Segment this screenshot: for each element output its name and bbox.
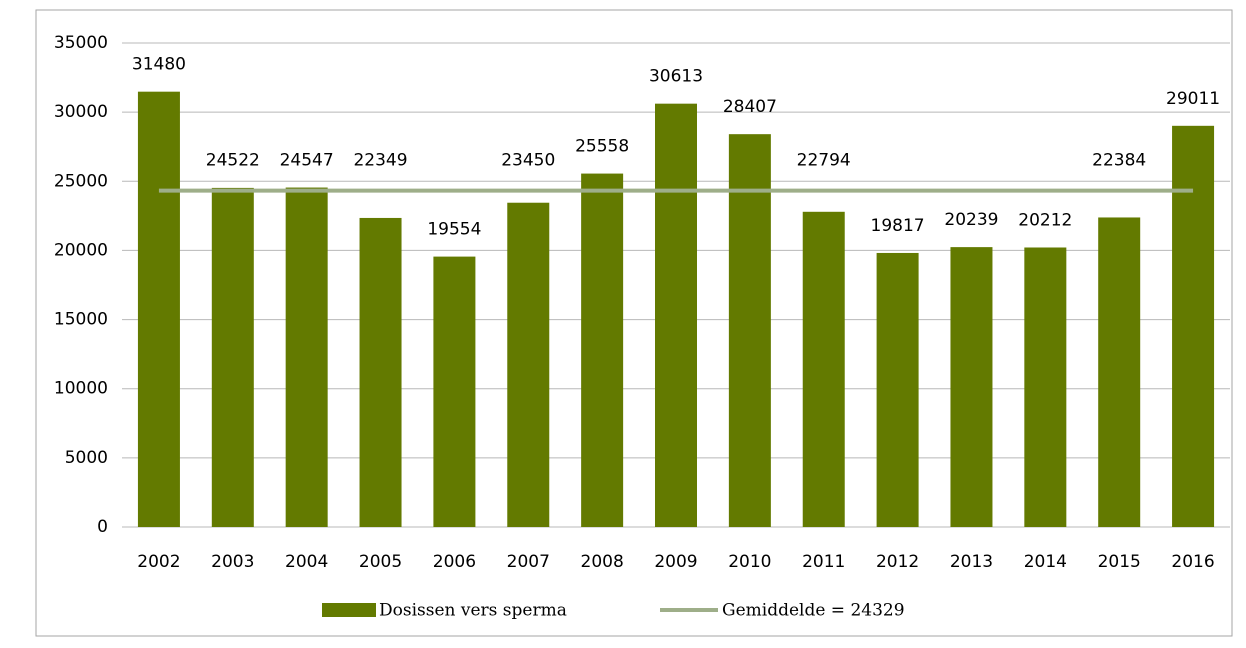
- value-label: 22349: [353, 151, 407, 171]
- x-tick-label: 2002: [137, 552, 180, 572]
- bar: [655, 103, 697, 527]
- x-tick-label: 2007: [507, 552, 550, 572]
- bar: [211, 187, 254, 528]
- value-label: 20239: [944, 210, 998, 230]
- value-label: 25558: [575, 137, 629, 157]
- x-tick-label: 2004: [285, 552, 328, 572]
- y-tick-label: 30000: [54, 102, 108, 122]
- value-label: 28407: [723, 97, 777, 117]
- bar: [285, 187, 328, 528]
- y-tick-label: 5000: [65, 448, 108, 468]
- value-label: 19817: [871, 216, 925, 236]
- x-tick-label: 2009: [654, 552, 697, 572]
- bar: [137, 91, 180, 527]
- bar: [1098, 217, 1141, 528]
- x-tick-label: 2006: [433, 552, 476, 572]
- y-tick-label: 35000: [54, 33, 108, 53]
- y-tick-label: 10000: [54, 379, 108, 399]
- x-tick-label: 2005: [359, 552, 402, 572]
- x-tick-label: 2015: [1098, 552, 1141, 572]
- x-tick-label: 2014: [1024, 552, 1067, 572]
- bar: [1024, 247, 1067, 527]
- bar: [507, 202, 550, 527]
- bar: [433, 256, 476, 527]
- value-label: 29011: [1166, 89, 1220, 109]
- value-label: 30613: [649, 67, 703, 87]
- bar: [950, 247, 993, 528]
- value-label: 19554: [427, 220, 481, 240]
- value-label: 22794: [797, 151, 851, 171]
- bar: [1172, 125, 1215, 528]
- x-tick-label: 2011: [802, 552, 845, 572]
- x-tick-label: 2008: [581, 552, 624, 572]
- bar: [802, 211, 845, 527]
- y-tick-label: 20000: [54, 240, 108, 260]
- legend-swatch: [322, 603, 376, 617]
- legend-label: Gemiddelde = 24329: [722, 601, 905, 621]
- value-label: 24522: [206, 151, 260, 171]
- value-label: 23450: [501, 151, 555, 171]
- x-tick-label: 2012: [876, 552, 919, 572]
- legend-label: Dosissen vers sperma: [379, 601, 567, 621]
- x-tick-label: 2010: [728, 552, 771, 572]
- x-tick-label: 2013: [950, 552, 993, 572]
- value-label: 24547: [280, 151, 334, 171]
- bar: [728, 134, 771, 528]
- bar: [876, 252, 919, 527]
- y-tick-label: 15000: [54, 310, 108, 330]
- bar: [359, 217, 402, 527]
- value-label: 22384: [1092, 151, 1146, 171]
- value-label: 20212: [1018, 210, 1072, 230]
- y-tick-label: 0: [97, 517, 108, 537]
- x-tick-label: 2003: [211, 552, 254, 572]
- y-tick-label: 25000: [54, 171, 108, 191]
- x-tick-label: 2016: [1171, 552, 1214, 572]
- bar: [581, 173, 624, 527]
- value-label: 31480: [132, 55, 186, 75]
